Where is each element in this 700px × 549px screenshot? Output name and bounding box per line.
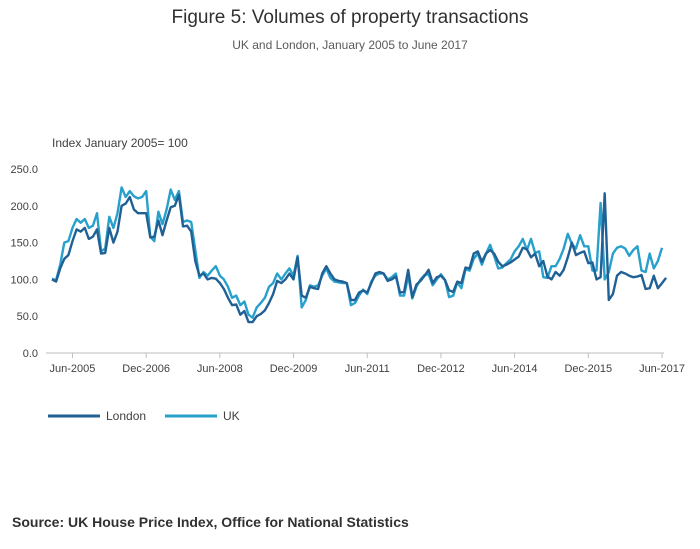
- chart-title: Figure 5: Volumes of property transactio…: [171, 7, 529, 28]
- legend-label-london: London: [106, 409, 146, 423]
- x-tick-label: Jun-2005: [50, 363, 96, 375]
- x-tick-label: Jun-2008: [197, 363, 243, 375]
- y-tick-label: 150.0: [10, 238, 38, 250]
- series-line-london: [51, 192, 668, 324]
- y-tick-label: 100.0: [10, 274, 38, 286]
- plot-area: [51, 186, 668, 324]
- source-note: Source: UK House Price Index, Office for…: [12, 514, 409, 530]
- x-tick-label: Jun-2011: [345, 363, 390, 375]
- x-tick-label: Dec-2012: [417, 363, 465, 375]
- series-line-uk: [51, 186, 664, 319]
- y-axis: 0.0 50.0 100.0 150.0 200.0 250.0: [10, 164, 38, 360]
- y-tick-label: 250.0: [10, 164, 38, 176]
- x-axis: Jun-2005 Dec-2006 Jun-2008 Dec-2009 Jun-2011…: [46, 352, 685, 375]
- x-tick-label: Dec-2009: [270, 363, 318, 375]
- x-tick-label: Dec-2015: [564, 363, 612, 375]
- y-axis-label: Index January 2005= 100: [52, 136, 188, 150]
- y-tick-label: 0.0: [23, 348, 38, 360]
- x-tick-label: Jun-2014: [492, 363, 538, 375]
- x-tick-label: Jun-2017: [639, 363, 685, 375]
- y-tick-label: 200.0: [10, 201, 38, 213]
- y-tick-label: 50.0: [17, 311, 38, 323]
- chart-subtitle: UK and London, January 2005 to June 2017: [232, 38, 468, 52]
- legend-label-uk: UK: [223, 409, 240, 423]
- legend: London UK: [48, 409, 240, 423]
- x-tick-label: Dec-2006: [122, 363, 170, 375]
